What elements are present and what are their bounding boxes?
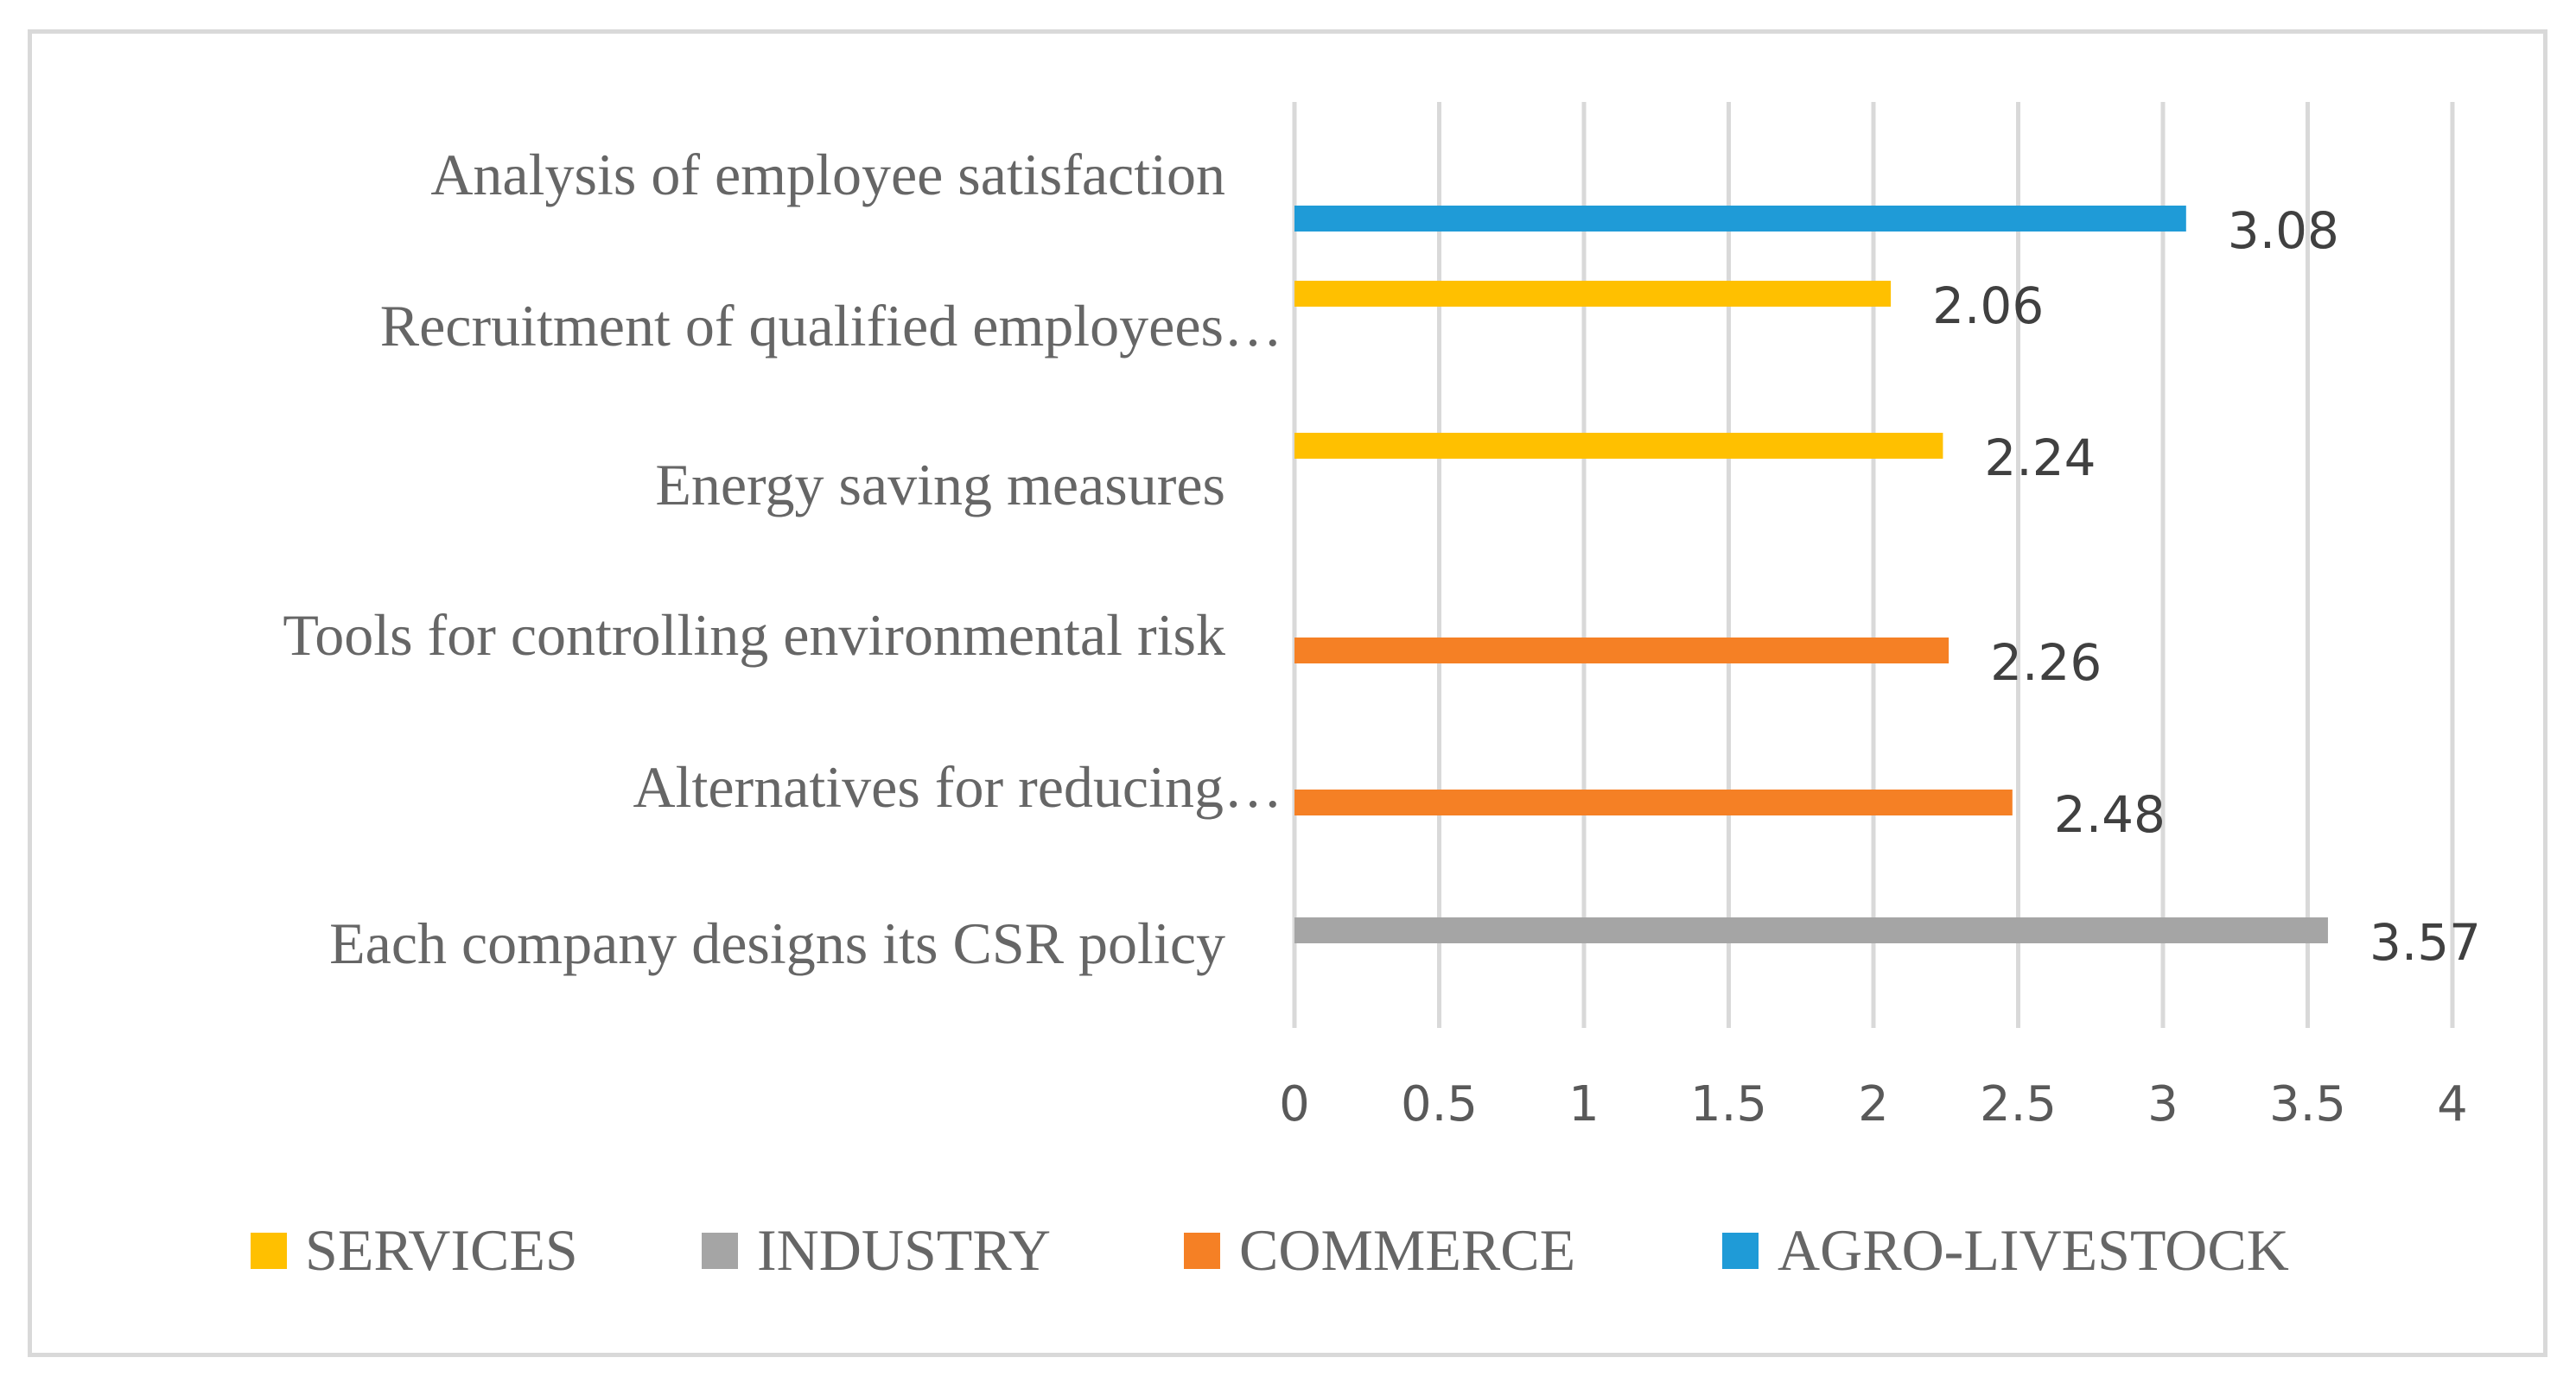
category-label: Each company designs its CSR policy [329,910,1225,976]
bar-services [1294,433,1943,459]
legend-label: SERVICES [305,1217,578,1283]
data-label: 2.06 [1932,276,2044,335]
data-label: 3.08 [2228,201,2339,260]
x-tick-label: 2 [1858,1076,1889,1132]
bar-industry [1294,917,2328,943]
x-tick-label: 3.5 [2269,1076,2346,1132]
bars [1294,206,2328,943]
legend: SERVICES INDUSTRY COMMERCE AGRO-LIVESTOCK [251,1217,2289,1283]
legend-swatch-commerce [1184,1233,1220,1269]
legend-label: AGRO-LIVESTOCK [1778,1217,2289,1283]
data-label: 2.26 [1990,633,2102,692]
chart-frame [28,29,2547,1357]
legend-swatch-agro-livestock [1722,1233,1759,1269]
bar-services [1294,281,1892,307]
category-label: Analysis of employee satisfaction [430,142,1225,207]
gridlines [1292,102,2455,1028]
legend-label: COMMERCE [1239,1217,1575,1283]
category-label: Recruitment of qualified employees… [380,293,1282,358]
data-labels: 3.08 2.06 2.24 2.26 2.48 3.57 [1932,201,2481,972]
legend-swatch-industry [702,1233,738,1269]
x-tick-label: 1.5 [1690,1076,1767,1132]
bar-commerce [1294,790,2013,815]
data-label: 2.24 [1984,428,2096,487]
legend-swatch-services [251,1233,287,1269]
bar-commerce [1294,638,1949,663]
bar-agro-livestock [1294,206,2186,232]
data-label: 3.57 [2369,913,2481,972]
data-label: 2.48 [2054,785,2166,844]
x-tick-label: 0 [1279,1076,1310,1132]
category-label: Tools for controlling environmental risk [283,602,1225,668]
legend-label: INDUSTRY [757,1217,1051,1283]
category-label: Energy saving measures [655,452,1225,517]
category-label: Alternatives for reducing… [633,754,1282,820]
x-axis-ticks: 0 0.5 1 1.5 2 2.5 3 3.5 4 [1279,1076,2468,1132]
x-tick-label: 3 [2147,1076,2178,1132]
x-tick-label: 0.5 [1401,1076,1478,1132]
x-tick-label: 4 [2437,1076,2468,1132]
category-labels: Analysis of employee satisfaction Recruit… [283,142,1282,976]
x-tick-label: 2.5 [1980,1076,2057,1132]
x-tick-label: 1 [1568,1076,1600,1132]
